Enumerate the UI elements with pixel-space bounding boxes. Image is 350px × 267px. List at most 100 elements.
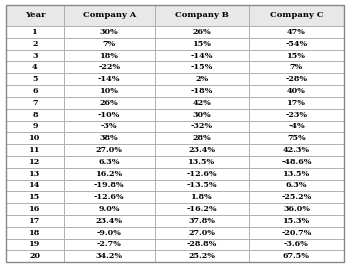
Bar <box>249 109 344 120</box>
Text: 10: 10 <box>29 134 41 142</box>
Text: -25.2%: -25.2% <box>281 193 312 201</box>
Text: 15%: 15% <box>193 40 211 48</box>
Bar <box>6 168 64 179</box>
Bar <box>249 203 344 215</box>
Text: 23.4%: 23.4% <box>188 146 216 154</box>
Bar <box>249 85 344 97</box>
Bar <box>249 38 344 50</box>
Bar <box>155 50 249 61</box>
Text: -4%: -4% <box>288 122 305 130</box>
Text: 3: 3 <box>32 52 38 60</box>
Text: Company A: Company A <box>83 11 136 19</box>
Text: -22%: -22% <box>98 63 120 71</box>
Bar <box>155 26 249 38</box>
Text: -16.2%: -16.2% <box>187 205 217 213</box>
Bar <box>6 215 64 227</box>
Text: 23.4%: 23.4% <box>96 217 123 225</box>
Text: 4: 4 <box>32 63 38 71</box>
Bar <box>6 26 64 38</box>
Text: 37.8%: 37.8% <box>189 217 216 225</box>
Bar <box>155 203 249 215</box>
Text: 40%: 40% <box>287 87 306 95</box>
Text: 15%: 15% <box>287 52 306 60</box>
Bar <box>155 156 249 168</box>
Text: Company B: Company B <box>175 11 229 19</box>
Bar <box>249 191 344 203</box>
Bar <box>64 50 155 61</box>
Bar <box>64 132 155 144</box>
Text: 6.3%: 6.3% <box>286 182 307 190</box>
Text: -9.0%: -9.0% <box>97 229 122 237</box>
Bar <box>155 168 249 179</box>
Text: 1.8%: 1.8% <box>191 193 213 201</box>
Bar <box>249 250 344 262</box>
Bar <box>64 203 155 215</box>
Text: 38%: 38% <box>100 134 119 142</box>
Text: -18%: -18% <box>191 87 213 95</box>
Bar <box>155 73 249 85</box>
Text: 18%: 18% <box>100 52 119 60</box>
Text: 11: 11 <box>29 146 41 154</box>
Bar <box>249 179 344 191</box>
Text: 17%: 17% <box>287 99 306 107</box>
Text: -19.8%: -19.8% <box>94 182 125 190</box>
Text: 28%: 28% <box>193 134 211 142</box>
Text: 27.0%: 27.0% <box>189 229 216 237</box>
Text: -48.6%: -48.6% <box>281 158 312 166</box>
Bar <box>155 38 249 50</box>
Bar <box>6 73 64 85</box>
Text: 7: 7 <box>32 99 38 107</box>
Bar <box>64 61 155 73</box>
Bar <box>155 144 249 156</box>
Bar <box>64 109 155 120</box>
Text: -12.6%: -12.6% <box>94 193 125 201</box>
Bar <box>249 132 344 144</box>
Text: 14: 14 <box>29 182 41 190</box>
Text: 15.3%: 15.3% <box>283 217 310 225</box>
Text: 9.0%: 9.0% <box>98 205 120 213</box>
Text: -54%: -54% <box>285 40 308 48</box>
Bar <box>249 144 344 156</box>
Text: 75%: 75% <box>287 134 306 142</box>
Text: 15: 15 <box>29 193 41 201</box>
Text: -32%: -32% <box>191 122 213 130</box>
Text: 16: 16 <box>29 205 41 213</box>
Bar <box>6 97 64 109</box>
Bar <box>249 156 344 168</box>
Text: 7%: 7% <box>290 63 303 71</box>
Bar <box>155 120 249 132</box>
Bar <box>155 61 249 73</box>
Bar <box>64 250 155 262</box>
Bar <box>6 250 64 262</box>
Text: -28%: -28% <box>285 75 308 83</box>
Bar <box>6 132 64 144</box>
Bar <box>249 5 344 26</box>
Text: 26%: 26% <box>100 99 119 107</box>
Text: 9: 9 <box>32 122 38 130</box>
Bar <box>6 227 64 239</box>
Bar <box>64 144 155 156</box>
Bar <box>6 85 64 97</box>
Bar <box>64 239 155 250</box>
Bar <box>64 179 155 191</box>
Bar <box>64 168 155 179</box>
Bar <box>249 239 344 250</box>
Text: 18: 18 <box>29 229 41 237</box>
Text: -28.8%: -28.8% <box>187 241 217 249</box>
Text: 30%: 30% <box>193 111 211 119</box>
Bar <box>155 132 249 144</box>
Text: -14%: -14% <box>191 52 213 60</box>
Bar <box>155 109 249 120</box>
Bar <box>155 85 249 97</box>
Bar <box>6 144 64 156</box>
Text: 10%: 10% <box>100 87 119 95</box>
Text: 34.2%: 34.2% <box>96 252 123 260</box>
Bar <box>64 191 155 203</box>
Text: 13.5%: 13.5% <box>283 170 310 178</box>
Text: -15%: -15% <box>191 63 213 71</box>
Text: 7%: 7% <box>103 40 116 48</box>
Text: -13.5%: -13.5% <box>187 182 217 190</box>
Bar <box>6 191 64 203</box>
Text: 12: 12 <box>29 158 41 166</box>
Text: 47%: 47% <box>287 28 306 36</box>
